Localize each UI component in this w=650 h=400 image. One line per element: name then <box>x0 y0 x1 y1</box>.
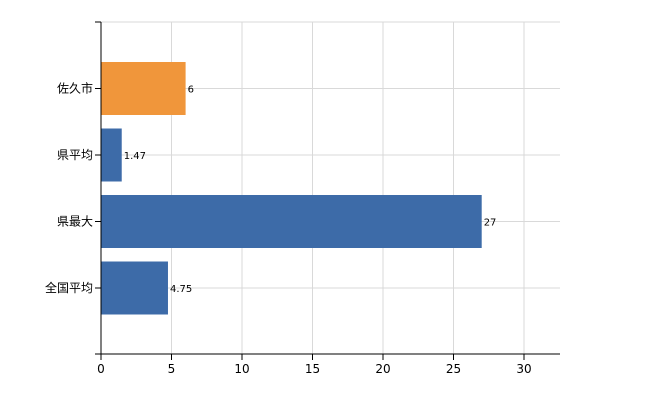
y-axis-label-2: 県最大 <box>57 215 93 229</box>
x-axis-label-5: 5 <box>168 362 176 376</box>
y-axis-label-3: 全国平均 <box>45 280 93 295</box>
grid-lines <box>101 21 560 354</box>
x-axis-label-0: 0 <box>97 362 105 376</box>
x-axis-label-15: 15 <box>305 362 320 376</box>
value-label-0: 6 <box>188 85 194 96</box>
value-labels: 6 1.47 27 4.75 <box>124 85 497 296</box>
x-axis-label-10: 10 <box>234 362 249 376</box>
bar-3 <box>101 261 168 315</box>
bar-1 <box>101 128 122 182</box>
bars <box>101 62 482 315</box>
bar-0 <box>101 62 186 115</box>
bar-2 <box>101 195 482 248</box>
value-label-3: 4.75 <box>170 284 192 295</box>
x-axis-label-25: 25 <box>446 362 461 376</box>
value-label-2: 27 <box>484 218 497 229</box>
value-label-1: 1.47 <box>124 151 146 162</box>
y-axis-label-0: 佐久市 <box>57 81 93 96</box>
y-axis-label-1: 県平均 <box>57 148 93 162</box>
x-axis-label-30: 30 <box>516 362 531 376</box>
x-axis-label-20: 20 <box>375 362 390 376</box>
